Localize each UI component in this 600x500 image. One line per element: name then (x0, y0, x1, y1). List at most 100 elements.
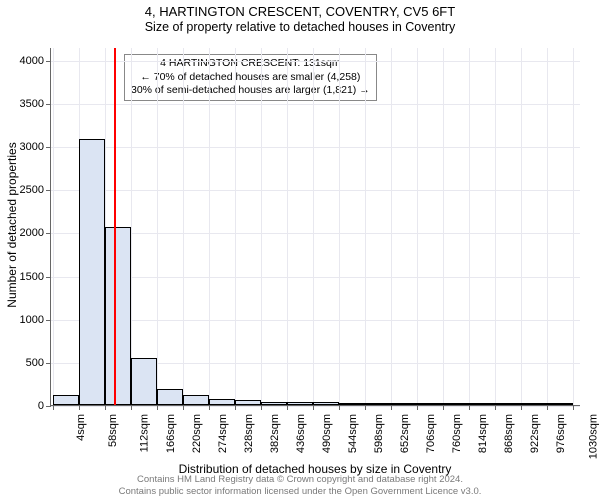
gridline-v (573, 48, 574, 405)
ytick-label: 0 (4, 400, 44, 412)
callout-line: ← 70% of detached houses are smaller (4,… (131, 71, 370, 85)
gridline-v (469, 48, 470, 405)
footer-line1: Contains HM Land Registry data © Crown c… (0, 474, 600, 486)
histogram-bar (391, 403, 417, 405)
histogram-bar (53, 395, 79, 405)
gridline-v (131, 48, 132, 405)
gridline-v (495, 48, 496, 405)
xtick-label: 1030sqm (588, 414, 600, 459)
ytick-mark (46, 363, 51, 364)
xtick-label: 274sqm (217, 414, 229, 453)
gridline-v (235, 48, 236, 405)
histogram-bar (339, 403, 365, 405)
reference-line (114, 48, 116, 405)
xtick-label: 544sqm (347, 414, 359, 453)
xtick-mark (547, 405, 548, 410)
xtick-mark (53, 405, 54, 410)
gridline-v (261, 48, 262, 405)
xtick-label: 868sqm (503, 414, 515, 453)
xtick-mark (287, 405, 288, 410)
gridline-v (209, 48, 210, 405)
ytick-label: 3000 (4, 141, 44, 153)
gridline-v (287, 48, 288, 405)
histogram-bar (209, 399, 235, 405)
xtick-label: 922sqm (529, 414, 541, 453)
xtick-mark (79, 405, 80, 410)
xtick-label: 166sqm (165, 414, 177, 453)
ytick-mark (46, 190, 51, 191)
xtick-label: 58sqm (107, 414, 119, 447)
callout-line: 4 HARTINGTON CRESCENT: 131sqm (131, 57, 370, 71)
ytick-mark (46, 147, 51, 148)
xtick-mark (573, 405, 574, 410)
histogram-bar (417, 403, 443, 405)
ytick-label: 2500 (4, 184, 44, 196)
xtick-mark (209, 405, 210, 410)
xtick-label: 436sqm (295, 414, 307, 453)
xtick-mark (417, 405, 418, 410)
ytick-label: 500 (4, 357, 44, 369)
ytick-label: 3500 (4, 98, 44, 110)
footer-credits: Contains HM Land Registry data © Crown c… (0, 474, 600, 498)
xtick-label: 4sqm (75, 414, 87, 441)
histogram-bar (365, 403, 391, 405)
xtick-label: 706sqm (425, 414, 437, 453)
histogram-bar (157, 389, 183, 405)
ytick-mark (46, 277, 51, 278)
histogram-bar (235, 400, 261, 405)
histogram-bar (79, 139, 105, 405)
xtick-label: 220sqm (191, 414, 203, 453)
callout-line: 30% of semi-detached houses are larger (… (131, 84, 370, 98)
histogram-bar (261, 402, 287, 405)
ytick-label: 2000 (4, 227, 44, 239)
xtick-label: 652sqm (399, 414, 411, 453)
gridline-v (391, 48, 392, 405)
xtick-label: 382sqm (269, 414, 281, 453)
xtick-label: 760sqm (451, 414, 463, 453)
xtick-mark (443, 405, 444, 410)
histogram-bar (521, 403, 547, 405)
gridline-v (443, 48, 444, 405)
histogram-bar (131, 358, 157, 405)
xtick-mark (521, 405, 522, 410)
histogram-bar (469, 403, 495, 405)
gridline-v (313, 48, 314, 405)
footer-line2: Contains public sector information licen… (0, 486, 600, 498)
plot-area: 4 HARTINGTON CRESCENT: 131sqm← 70% of de… (50, 48, 580, 406)
xtick-label: 814sqm (477, 414, 489, 453)
gridline-v (339, 48, 340, 405)
histogram-bar (287, 402, 313, 405)
y-axis-title: Number of detached properties (5, 142, 19, 307)
xtick-mark (313, 405, 314, 410)
xtick-mark (261, 405, 262, 410)
xtick-label: 976sqm (555, 414, 567, 453)
title-block: 4, HARTINGTON CRESCENT, COVENTRY, CV5 6F… (0, 0, 600, 34)
xtick-label: 598sqm (373, 414, 385, 453)
chart-title-line1: 4, HARTINGTON CRESCENT, COVENTRY, CV5 6F… (0, 4, 600, 19)
ytick-mark (46, 233, 51, 234)
histogram-bar (183, 395, 209, 405)
xtick-label: 112sqm (138, 414, 150, 452)
histogram-bar (443, 403, 469, 405)
histogram-bar (495, 403, 521, 405)
xtick-mark (183, 405, 184, 410)
xtick-mark (469, 405, 470, 410)
xtick-mark (339, 405, 340, 410)
xtick-mark (391, 405, 392, 410)
chart-title-line2: Size of property relative to detached ho… (0, 20, 600, 34)
xtick-mark (157, 405, 158, 410)
ytick-mark (46, 406, 51, 407)
ytick-label: 4000 (4, 55, 44, 67)
xtick-mark (365, 405, 366, 410)
ytick-label: 1500 (4, 271, 44, 283)
gridline-v (417, 48, 418, 405)
xtick-mark (105, 405, 106, 410)
histogram-bar (105, 227, 131, 405)
ytick-mark (46, 61, 51, 62)
ytick-mark (46, 320, 51, 321)
gridline-v (53, 48, 54, 405)
xtick-mark (495, 405, 496, 410)
histogram-bar (313, 402, 339, 405)
ytick-mark (46, 104, 51, 105)
gridline-v (157, 48, 158, 405)
